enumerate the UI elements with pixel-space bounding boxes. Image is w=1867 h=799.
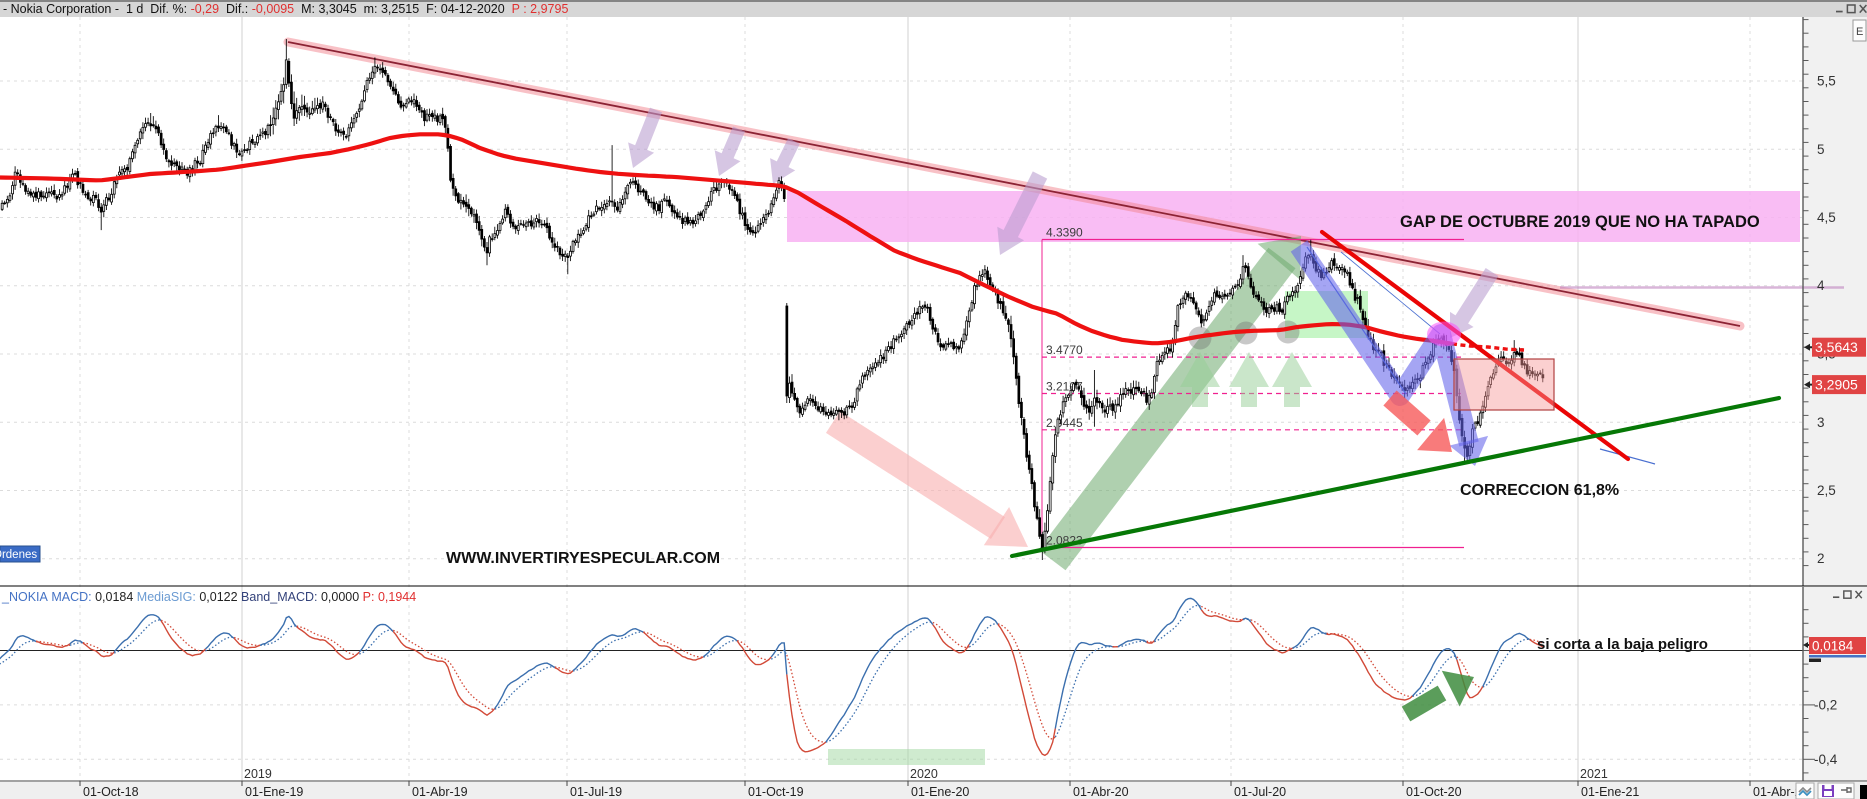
- svg-text:3,2905: 3,2905: [1815, 377, 1858, 393]
- svg-text:4,5: 4,5: [1817, 210, 1836, 225]
- svg-text:CORRECCION 61,8%: CORRECCION 61,8%: [1460, 482, 1619, 499]
- svg-text:2019: 2019: [244, 767, 272, 781]
- svg-text:01-Abr-20: 01-Abr-20: [1073, 785, 1129, 799]
- svg-text:2.9445: 2.9445: [1046, 416, 1083, 430]
- svg-text:3: 3: [1817, 415, 1825, 430]
- svg-text:4: 4: [1817, 278, 1825, 293]
- svg-text:01-Oct-20: 01-Oct-20: [1406, 785, 1462, 799]
- svg-text:-0,4: -0,4: [1814, 752, 1838, 767]
- svg-text:WWW.INVERTIRYESPECULAR.COM: WWW.INVERTIRYESPECULAR.COM: [446, 550, 720, 567]
- svg-text:01-Oct-19: 01-Oct-19: [748, 785, 804, 799]
- svg-text:E: E: [1856, 26, 1863, 38]
- svg-text:01-Oct-18: 01-Oct-18: [83, 785, 139, 799]
- svg-text:5,5: 5,5: [1817, 74, 1836, 89]
- svg-text:2021: 2021: [1580, 767, 1608, 781]
- svg-text:GAP DE OCTUBRE 2019 QUE NO HA: GAP DE OCTUBRE 2019 QUE NO HA TAPADO: [1400, 213, 1760, 231]
- svg-text:_NOKIA MACD: 0,0184 MediaSIG:: _NOKIA MACD: 0,0184 MediaSIG: 0,0122 Ban…: [1, 590, 416, 604]
- svg-text:3.4770: 3.4770: [1046, 343, 1083, 357]
- svg-text:2020: 2020: [910, 767, 938, 781]
- svg-text:3,5643: 3,5643: [1815, 339, 1858, 355]
- svg-text:Órdenes: Órdenes: [0, 548, 37, 561]
- svg-text:si corta a la baja peligro: si corta a la baja peligro: [1537, 636, 1708, 653]
- svg-text:01-Jul-20: 01-Jul-20: [1234, 785, 1286, 799]
- svg-text:0,0184: 0,0184: [1812, 639, 1854, 654]
- svg-text:4.3390: 4.3390: [1046, 226, 1083, 240]
- svg-text:01-Ene-21: 01-Ene-21: [1581, 785, 1639, 799]
- svg-text:2: 2: [1817, 551, 1825, 566]
- svg-text:-0,2: -0,2: [1814, 697, 1837, 712]
- svg-text:01-Ene-19: 01-Ene-19: [245, 785, 303, 799]
- svg-text:5: 5: [1817, 142, 1825, 157]
- svg-text:2,5: 2,5: [1817, 483, 1836, 498]
- svg-text:01-Jul-19: 01-Jul-19: [570, 785, 622, 799]
- svg-text:01-Abr-2: 01-Abr-2: [1753, 785, 1802, 799]
- svg-text:01-Ene-20: 01-Ene-20: [911, 785, 969, 799]
- svg-text:01-Abr-19: 01-Abr-19: [412, 785, 468, 799]
- svg-text:- Nokia Corporation - 1 d Di: - Nokia Corporation - 1 d Dif. %: -0,29 …: [3, 2, 568, 16]
